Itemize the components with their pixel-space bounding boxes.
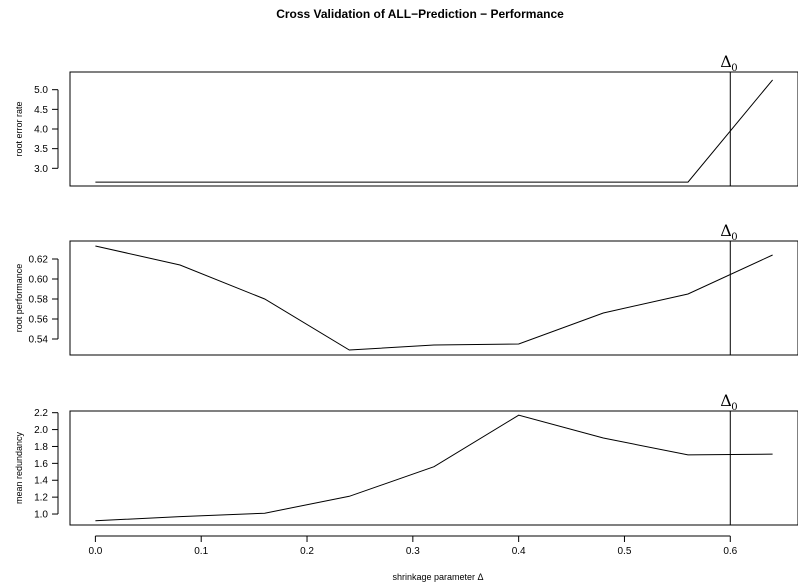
panel-error-rate: 3.0 3.5 4.0 4.5 5.0 root error rate Δ 0 xyxy=(14,52,798,187)
delta0-marker-label: Δ xyxy=(720,221,732,240)
delta0-marker-subscript: 0 xyxy=(731,402,737,413)
y-tick-label: 1.4 xyxy=(34,476,48,487)
delta0-marker-label: Δ xyxy=(720,391,732,410)
x-tick-label: 0.0 xyxy=(88,546,102,557)
y-tick-label: 2.0 xyxy=(34,425,48,436)
y-axis-label: mean redundancy xyxy=(14,431,24,504)
y-tick-label: 3.0 xyxy=(34,164,48,175)
x-tick-label: 0.3 xyxy=(406,546,420,557)
panel-frame xyxy=(69,410,798,526)
y-tick-label: 0.56 xyxy=(29,315,49,326)
y-tick-label: 1.2 xyxy=(34,493,48,504)
y-tick-label: 0.60 xyxy=(29,275,49,286)
series-line xyxy=(95,414,773,522)
y-tick-label: 5.0 xyxy=(34,85,48,96)
y-tick-label: 3.5 xyxy=(34,144,48,155)
panel-redundancy: 1.0 1.2 1.4 1.6 1.8 2.0 2.2 mean redundancy Δ 0 xyxy=(14,391,798,526)
x-tick-label: 0.1 xyxy=(194,546,208,557)
y-tick-label: 4.5 xyxy=(34,105,48,116)
series-line xyxy=(95,79,773,183)
y-axis-label: root performance xyxy=(14,264,24,333)
x-tick-label: 0.5 xyxy=(618,546,632,557)
x-tick-label: 0.4 xyxy=(512,546,526,557)
y-tick-label: 1.8 xyxy=(34,442,48,453)
y-tick-label: 0.58 xyxy=(29,295,49,306)
y-tick-label: 4.0 xyxy=(34,125,48,136)
y-axis-label: root error rate xyxy=(14,101,24,156)
panel-performance: 0.54 0.56 0.58 0.60 0.62 root performance Δ 0 xyxy=(14,221,798,356)
panel-frame xyxy=(69,240,798,356)
x-axis-label: shrinkage parameter Δ xyxy=(392,572,483,582)
x-tick-label: 0.6 xyxy=(723,546,737,557)
y-tick-label: 1.0 xyxy=(34,510,48,521)
y-tick-label: 0.54 xyxy=(29,335,49,346)
x-axis: 0.0 0.1 0.2 0.3 0.4 0.5 0.6 xyxy=(88,535,738,557)
chart-title: Cross Validation of ALL−Prediction − Per… xyxy=(276,7,564,21)
delta0-marker-subscript: 0 xyxy=(731,232,737,243)
x-tick-label: 0.2 xyxy=(300,546,314,557)
delta0-marker-subscript: 0 xyxy=(731,63,737,74)
y-tick-label: 2.2 xyxy=(34,408,48,419)
series-line xyxy=(95,245,773,351)
y-tick-label: 0.62 xyxy=(29,255,49,266)
delta0-marker-label: Δ xyxy=(720,52,732,71)
y-tick-label: 1.6 xyxy=(34,459,48,470)
panel-frame xyxy=(69,71,798,187)
